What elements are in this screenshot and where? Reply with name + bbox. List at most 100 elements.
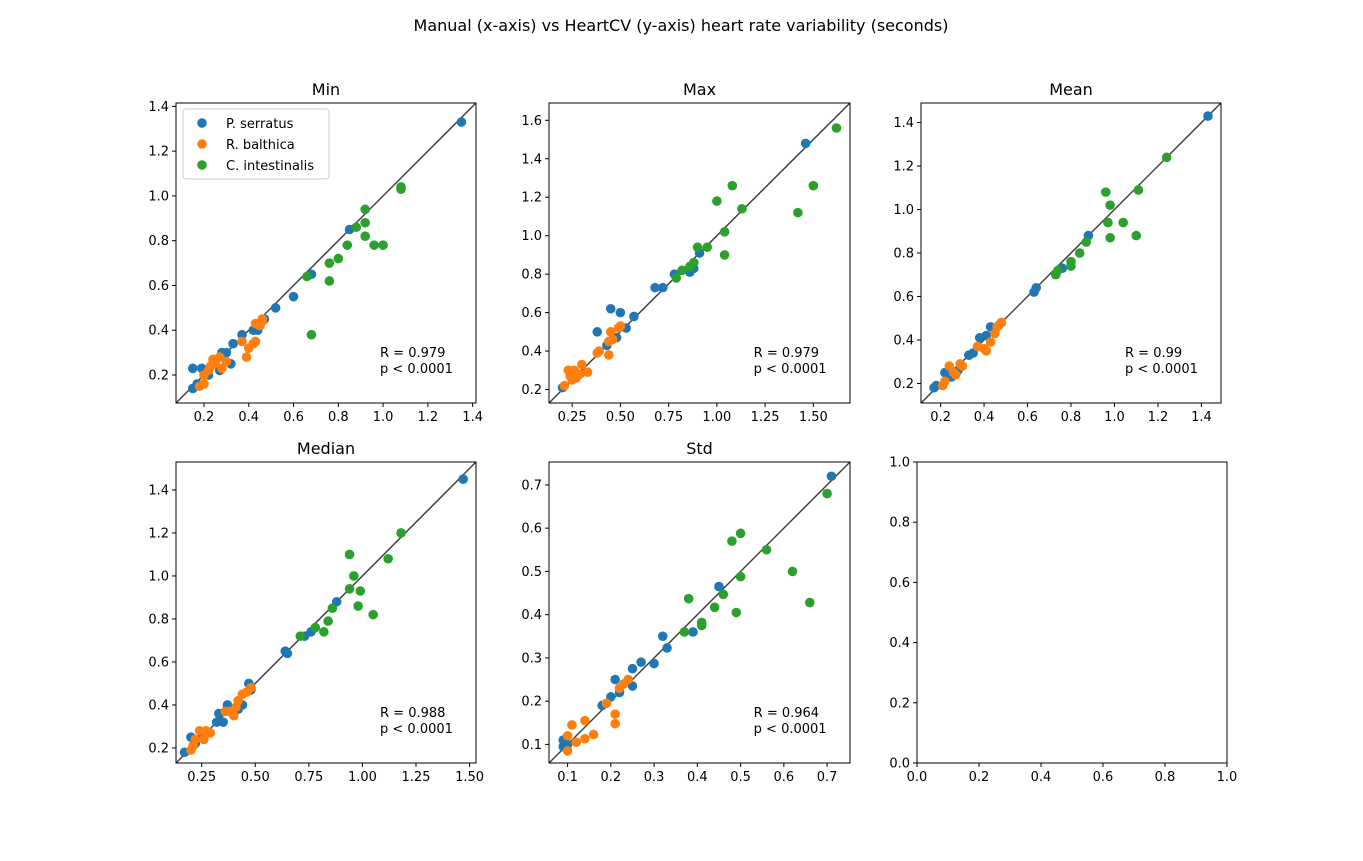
stat-annotation: R = 0.979 — [754, 346, 819, 361]
y-tick-label: 0.8 — [148, 234, 169, 249]
y-tick-label: 0.4 — [521, 608, 542, 623]
axes-frame — [548, 461, 851, 764]
x-tick-label: 0.50 — [606, 410, 635, 425]
panel-empty: 0.0 0.2 0.4 0.6 0.8 1.0 0.0 0.2 0.4 0.6 0.8 1.0 — [889, 456, 1237, 786]
data-point — [1103, 217, 1113, 228]
axes-frame — [548, 102, 851, 404]
axes-frame — [175, 461, 477, 764]
data-point — [808, 180, 819, 191]
data-point — [629, 311, 639, 322]
data-point — [826, 471, 837, 482]
data-point — [985, 337, 996, 347]
y-tick-label: 1.0 — [889, 456, 910, 471]
data-point — [324, 258, 335, 268]
data-point — [1118, 217, 1128, 228]
legend-label: P. serratus — [226, 117, 294, 132]
data-point — [735, 571, 746, 582]
data-point — [342, 240, 353, 250]
data-point — [719, 227, 730, 237]
y-tick-label: 0.6 — [521, 522, 542, 537]
series-1 — [186, 682, 256, 755]
data-point — [605, 327, 616, 337]
data-point — [1081, 237, 1092, 247]
y-tick-label: 0.2 — [521, 383, 542, 398]
data-point — [353, 601, 363, 611]
legend-marker — [197, 160, 207, 170]
data-point — [737, 203, 747, 214]
data-point — [650, 282, 660, 293]
y-tick-label: 0.3 — [521, 651, 542, 666]
data-point — [1053, 265, 1063, 276]
axes-frame — [175, 102, 477, 404]
y-tick-label: 1.0 — [148, 189, 169, 204]
y-tick-label: 0.5 — [521, 565, 542, 580]
panel-title: Mean — [1049, 80, 1093, 99]
data-point — [580, 733, 590, 744]
data-point — [187, 363, 198, 374]
y-tick-label: 1.4 — [148, 483, 169, 498]
data-point — [344, 549, 355, 560]
data-point — [981, 346, 992, 356]
x-tick-label: 0.25 — [187, 770, 216, 785]
data-point — [615, 321, 626, 331]
data-point — [605, 303, 616, 314]
x-tick-label: 0.5 — [730, 770, 751, 785]
data-point — [567, 720, 577, 730]
data-point — [940, 376, 950, 387]
x-tick-label: 1.4 — [1191, 410, 1212, 425]
y-tick-label: 0.2 — [889, 696, 910, 711]
panel-max: Max 0.25 0.50 0.75 1.00 1.25 1.50 0.2 0.4 0.6 0.8 1… — [521, 80, 851, 425]
x-tick-label: 0.8 — [1061, 410, 1082, 425]
stat-annotation: R = 0.988 — [380, 706, 445, 721]
series-2 — [671, 123, 842, 283]
y-tick-label: 0.2 — [148, 741, 169, 756]
data-point — [1066, 261, 1076, 271]
data-point — [1131, 230, 1142, 241]
stat-annotation: R = 0.99 — [1125, 346, 1182, 361]
data-point — [718, 589, 729, 600]
x-tick-label: 0.2 — [600, 770, 621, 785]
x-tick-label: 0.2 — [194, 410, 215, 425]
data-point — [349, 571, 359, 581]
data-point — [368, 609, 378, 620]
y-tick-label: 1.4 — [893, 116, 914, 131]
data-point — [458, 474, 468, 485]
y-tick-label: 0.2 — [893, 377, 914, 392]
data-point — [623, 674, 633, 685]
x-tick-label: 0.4 — [687, 770, 708, 785]
data-point — [950, 369, 961, 380]
x-tick-label: 0.4 — [1031, 770, 1052, 785]
data-point — [1203, 111, 1213, 121]
data-point — [575, 369, 585, 379]
data-point — [559, 380, 570, 391]
x-tick-label: 0.75 — [654, 410, 683, 425]
y-tick-label: 0.7 — [521, 478, 542, 493]
data-point — [295, 631, 306, 641]
identity-line — [549, 462, 850, 763]
data-point — [324, 276, 335, 286]
data-point — [250, 336, 261, 347]
series-2 — [1050, 152, 1172, 280]
data-point — [683, 593, 694, 604]
series-2 — [295, 528, 406, 641]
series-2 — [679, 488, 832, 637]
data-point — [1100, 187, 1111, 197]
y-tick-label: 0.8 — [521, 268, 542, 283]
data-point — [360, 231, 370, 242]
data-point — [237, 336, 247, 347]
legend: P. serratus R. balthica C. intestinalis — [182, 108, 330, 180]
data-point — [221, 356, 232, 367]
panel-title: Std — [686, 439, 713, 458]
data-point — [692, 242, 703, 253]
data-point — [344, 584, 355, 594]
data-point — [688, 257, 699, 268]
data-point — [333, 253, 344, 264]
data-point — [351, 222, 362, 233]
y-tick-label: 0.6 — [148, 655, 169, 670]
data-point — [709, 602, 720, 613]
panel-median: Median 0.25 0.50 0.75 1.00 1.25 1.50 0.2 0.4 0.6 0… — [148, 439, 484, 785]
x-tick-label: 0.2 — [930, 410, 951, 425]
data-point — [396, 184, 406, 194]
legend-label: C. intestinalis — [226, 159, 314, 174]
data-point — [735, 528, 746, 539]
